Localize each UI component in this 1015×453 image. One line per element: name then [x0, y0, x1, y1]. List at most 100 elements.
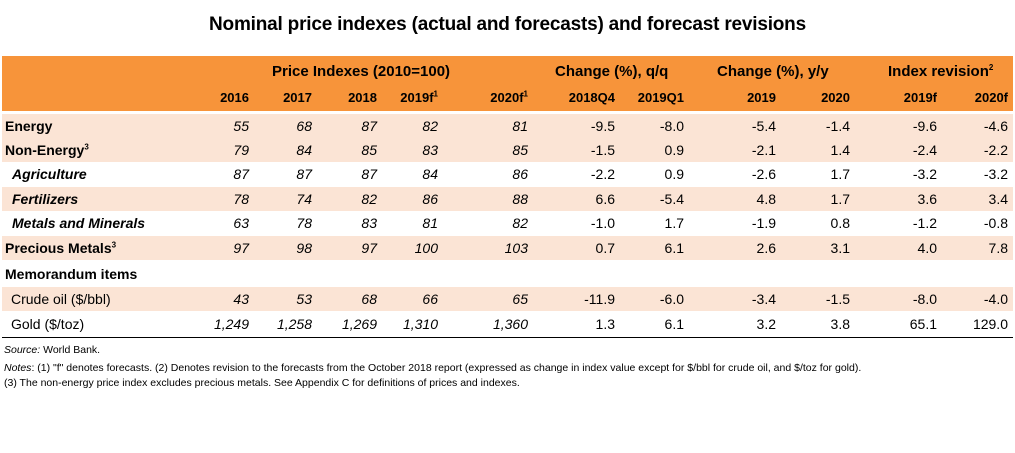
table-cell: -1.4 — [825, 118, 850, 134]
table-cell: 3.1 — [830, 240, 850, 256]
table-cell: 86 — [512, 166, 528, 182]
table-cell: 87 — [296, 166, 312, 182]
table-cell: -4.0 — [983, 291, 1008, 307]
table-cell: -2.1 — [751, 142, 776, 158]
table-cell: 1,269 — [341, 316, 377, 332]
table-cell: -6.0 — [659, 291, 684, 307]
table-cell: -5.4 — [659, 191, 684, 207]
column-header: 2019f1 — [400, 90, 438, 105]
table-cell: 129.0 — [972, 316, 1008, 332]
table-title: Nominal price indexes (actual and foreca… — [209, 14, 806, 35]
table-cell: -11.9 — [584, 291, 615, 307]
table-cell: 98 — [296, 240, 312, 256]
table-cell: 82 — [422, 118, 438, 134]
table-cell: 85 — [361, 142, 377, 158]
table-cell: 88 — [512, 191, 528, 207]
column-header: 2020f — [975, 90, 1008, 105]
column-header-label: 2019f — [903, 90, 937, 105]
row-label: Crude oil ($/bbl) — [11, 291, 111, 307]
column-header: 2019 — [747, 90, 776, 105]
table-cell: -2.4 — [912, 142, 937, 158]
table-cell: 65.1 — [909, 316, 937, 332]
table-cell: 65 — [512, 291, 528, 307]
row-label: Memorandum items — [5, 266, 137, 282]
row-label: Precious Metals3 — [5, 240, 116, 256]
table-cell: 74 — [296, 191, 312, 207]
table-cell: 0.9 — [664, 166, 684, 182]
table-cell: -8.0 — [659, 118, 684, 134]
column-header-sup: 1 — [433, 89, 438, 99]
table-cell: -8.0 — [912, 291, 937, 307]
row-label: Non-Energy3 — [5, 142, 89, 158]
table-cell: 82 — [361, 191, 377, 207]
table-cell: 63 — [233, 215, 249, 231]
table-cell: 78 — [296, 215, 312, 231]
column-header: 2016 — [220, 90, 249, 105]
header-band — [2, 56, 1013, 111]
row-label-text: Fertilizers — [12, 191, 79, 207]
column-header-label: 2018Q4 — [568, 90, 615, 105]
table-cell: -0.8 — [983, 215, 1008, 231]
table-cell: 6.1 — [664, 316, 684, 332]
table-cell: 2.6 — [756, 240, 776, 256]
table-cell: 53 — [296, 291, 312, 307]
row-label-text: Metals and Minerals — [12, 215, 146, 231]
table-cell: 1,249 — [213, 316, 249, 332]
table-cell: 1.7 — [664, 215, 684, 231]
table-row: Energy 55 68 87 82 81 -9.5 -8.0 -5.4 -1.4 -9.6 -4.6 — [2, 114, 1013, 138]
column-header-label: 2020f — [974, 90, 1008, 105]
table-cell: 1.3 — [595, 316, 615, 332]
source-text: World Bank. — [40, 344, 101, 356]
table-cell: 83 — [361, 215, 377, 231]
column-header: 2017 — [283, 90, 312, 105]
column-header-label: 2020 — [821, 90, 850, 105]
row-label-text: Crude oil ($/bbl) — [11, 291, 111, 307]
notes-line-2: (3) The non-energy price index excludes … — [4, 377, 520, 389]
table-cell: -9.5 — [590, 118, 615, 134]
source-note: Source: World Bank. — [4, 344, 100, 356]
column-header-label: 2017 — [283, 90, 312, 105]
table-cell: 79 — [233, 142, 249, 158]
row-label: Fertilizers — [12, 191, 78, 207]
column-header-label: 2019 — [747, 90, 776, 105]
table-cell: -1.5 — [590, 142, 615, 158]
table-cell: 0.8 — [830, 215, 850, 231]
table-cell: 7.8 — [988, 240, 1008, 256]
table-row: Precious Metals3 97 98 97 100 103 0.7 6.1 2.6 3.1… — [2, 236, 1013, 260]
column-header: 2020f1 — [490, 90, 528, 105]
table-cell: 103 — [504, 240, 528, 256]
table-cell: 97 — [233, 240, 249, 256]
row-label-text: Agriculture — [12, 166, 87, 182]
column-header-label: 2019Q1 — [637, 90, 684, 105]
row-label-text: Precious Metals — [5, 240, 112, 256]
row-label: Metals and Minerals — [12, 215, 145, 231]
row-label: Gold ($/toz) — [11, 316, 84, 332]
row-label-sup: 3 — [84, 142, 89, 152]
table-cell: 78 — [233, 191, 249, 207]
table-cell: 83 — [422, 142, 438, 158]
table-cell: 4.0 — [917, 240, 937, 256]
table-cell: 85 — [512, 142, 528, 158]
group-change-yy: Change (%), y/y — [717, 63, 829, 80]
table-row: Memorandum items — [2, 262, 1013, 286]
table-cell: 84 — [422, 166, 438, 182]
table-cell: 4.8 — [756, 191, 776, 207]
table-cell: 81 — [422, 215, 438, 231]
table-cell: 82 — [512, 215, 528, 231]
table-cell: -3.2 — [912, 166, 937, 182]
column-header: 2019f — [904, 90, 937, 105]
table-cell: 3.4 — [988, 191, 1008, 207]
table-cell: 87 — [233, 166, 249, 182]
table-row: Crude oil ($/bbl) 43 53 68 66 65 -11.9 -6.0 -3.4… — [2, 287, 1013, 311]
table-cell: 0.7 — [595, 240, 615, 256]
group-price-indexes: Price Indexes (2010=100) — [272, 63, 451, 80]
table-bottom-rule — [2, 337, 1013, 338]
table-cell: 1.7 — [830, 191, 850, 207]
table-cell: 1,360 — [492, 316, 528, 332]
table-cell: 97 — [361, 240, 377, 256]
column-header-label: 2019f — [400, 90, 434, 105]
table-cell: 6.1 — [664, 240, 684, 256]
table-cell: 86 — [422, 191, 438, 207]
group-index-revision-label: Index revision — [888, 63, 989, 80]
column-header: 2018 — [348, 90, 377, 105]
